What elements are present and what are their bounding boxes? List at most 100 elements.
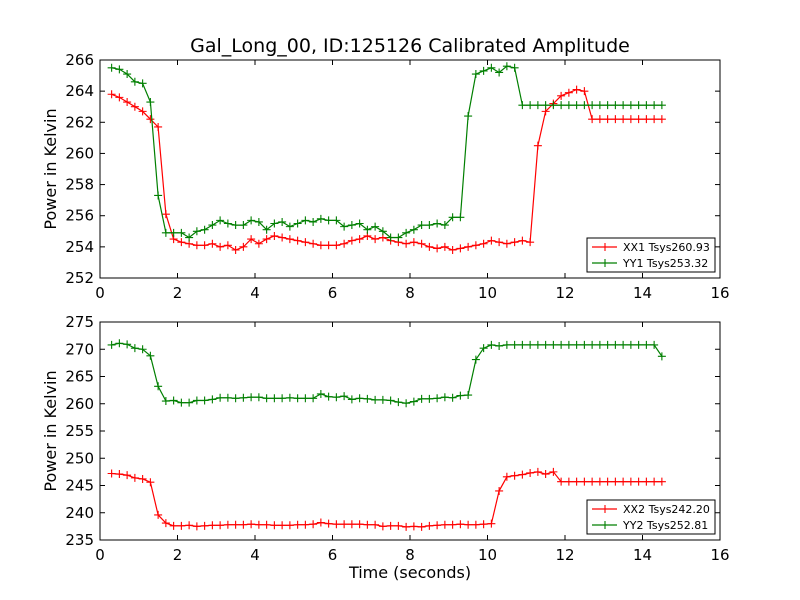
data-point [254,393,263,402]
data-point [115,470,124,479]
data-point [603,101,612,110]
data-point [619,340,628,349]
data-point [347,520,356,529]
data-point [177,521,186,530]
data-point [239,221,248,230]
data-point [123,70,132,79]
data-point [471,241,480,250]
data-point [541,340,550,349]
legend-swatch-marker [601,521,609,529]
data-point [580,101,589,110]
data-point [425,521,434,530]
data-point [146,478,155,487]
y-tick-label: 260 [65,144,94,162]
data-point [572,340,581,349]
legend-swatch-marker [601,259,609,267]
data-point [402,239,411,248]
data-point [580,477,589,486]
data-point [642,115,651,124]
data-point [518,340,527,349]
data-point [200,396,209,405]
data-point [626,477,635,486]
data-point [200,225,209,234]
data-point [270,231,279,240]
data-point [456,520,465,529]
data-point [603,340,612,349]
data-point [394,398,403,407]
data-point [495,68,504,77]
top-subplot: Power in Kelvin 0 2 4 6 8 10 12 14 16 252 254 256 25… [41,51,730,302]
y-tick-label: 258 [65,176,94,194]
data-point [254,239,263,248]
data-point [192,396,201,405]
data-point [433,521,442,530]
data-point [433,219,442,228]
data-point [161,228,170,237]
data-point [161,210,170,219]
data-point [510,238,519,247]
data-point [371,235,380,244]
data-point [541,101,550,110]
data-point [285,393,294,402]
data-point [154,191,163,200]
data-point [177,228,186,237]
data-point [650,340,659,349]
data-point [278,233,287,242]
data-point [355,520,364,529]
data-point [495,238,504,247]
y-tick-label: 262 [65,113,94,131]
legend-swatch-marker [601,505,609,513]
x-tick-label: 2 [173,284,183,302]
data-point [572,101,581,110]
x-tick-label: 8 [405,546,415,564]
data-point [332,241,341,250]
data-point [355,394,364,403]
y-tick-label: 255 [65,422,94,440]
data-point [107,340,116,349]
data-point [487,340,496,349]
data-point [107,90,116,99]
data-point [169,228,178,237]
data-point [409,522,418,531]
data-point [130,102,139,111]
data-point [402,399,411,408]
data-point [564,88,573,97]
data-point [192,522,201,531]
data-point [471,70,480,79]
data-point [657,101,666,110]
data-point [192,241,201,250]
data-point [378,395,387,404]
x-tick-label: 12 [555,284,574,302]
data-point [247,235,256,244]
legend-box [586,237,716,273]
data-point [247,520,256,529]
data-point [378,227,387,236]
data-point [564,101,573,110]
data-point [642,477,651,486]
x-tick-label: 8 [405,284,415,302]
data-point [386,521,395,530]
data-point [611,340,620,349]
data-point [557,477,566,486]
top-y-axis-label: Power in Kelvin [41,108,60,229]
data-point [456,391,465,400]
data-point [216,393,225,402]
data-point [316,518,325,527]
data-point [371,395,380,404]
data-point [479,520,488,529]
data-point [363,394,372,403]
data-point [208,521,217,530]
data-point [371,520,380,529]
legend-box [586,499,716,535]
data-point [161,519,170,528]
data-point [270,219,279,228]
data-point [146,351,155,360]
data-point [107,63,116,72]
data-point [526,238,535,247]
series-2-2 [107,339,666,408]
data-point [293,219,302,228]
data-point [340,222,349,231]
data-point [417,394,426,403]
data-point [247,216,256,225]
